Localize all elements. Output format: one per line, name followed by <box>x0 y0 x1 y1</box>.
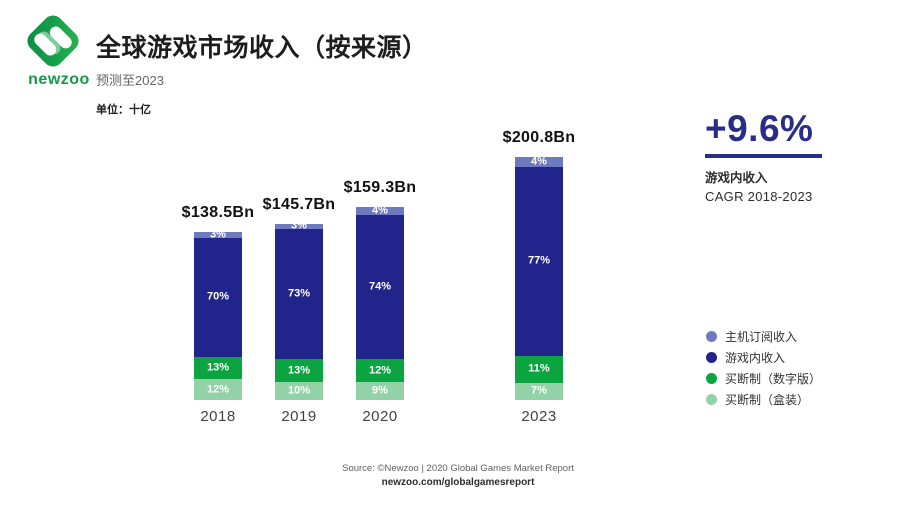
source-footer: Source: ©Newzoo | 2020 Global Games Mark… <box>258 463 658 488</box>
bar-2019: 3% 73% 13% 10% <box>275 219 323 400</box>
bar-segment: 73% <box>275 229 323 359</box>
segment-percent-label: 13% <box>206 361 230 374</box>
bar-segment: 13% <box>194 357 242 380</box>
segment-percent-label: 12% <box>206 383 230 396</box>
segment-percent-label: 13% <box>287 364 311 377</box>
bar-segment: 4% <box>515 155 563 168</box>
bar-segment: 3% <box>275 219 323 232</box>
bar-2018: 3% 70% 13% 12% <box>194 228 242 400</box>
bar-segment: 70% <box>194 237 242 358</box>
bar-total-label: $145.7Bn <box>262 195 336 213</box>
segment-percent-label: 3% <box>291 219 307 232</box>
bar-segment: 3% <box>194 228 242 241</box>
bar-segment: 7% <box>515 382 563 400</box>
legend-label: 买断制（数字版） <box>725 372 822 386</box>
cagr-underline <box>705 154 822 158</box>
bar-total-label: $159.3Bn <box>343 179 417 197</box>
segment-percent-label: 3% <box>210 228 226 241</box>
legend-item: 主机订阅收入 <box>706 326 821 347</box>
bar-segment: 13% <box>275 359 323 383</box>
bar-segment: 12% <box>356 359 404 383</box>
legend-dot-icon <box>706 352 717 363</box>
source-attribution: Source: ©Newzoo | 2020 Global Games Mark… <box>342 463 574 474</box>
legend-label: 买断制（盒装） <box>725 393 810 407</box>
cagr-stat: +9.6% 游戏内收入 CAGR 2018-2023 <box>705 108 875 204</box>
bar-segment: 11% <box>515 355 563 383</box>
bar-2020: 4% 74% 12% 9% <box>356 204 404 400</box>
bar-segment: 77% <box>515 166 563 356</box>
bar-segment: 74% <box>356 215 404 360</box>
bar-segment: 4% <box>356 204 404 217</box>
header-titles: 全球游戏市场收入（按来源） 预测至2023 单位：十亿 <box>96 28 428 117</box>
cagr-caption-line2: CAGR 2018-2023 <box>705 189 813 204</box>
stacked-bar-chart: 3% 70% 13% 12% $138.5Bn 2018 3% 73% 13% 10% $145.7… <box>181 129 576 425</box>
segment-percent-label: 9% <box>372 384 388 397</box>
x-axis-label: 2019 <box>281 408 317 425</box>
segment-percent-label: 10% <box>287 384 311 397</box>
legend-dot-icon <box>706 331 717 342</box>
cagr-caption-line1: 游戏内收入 <box>705 171 768 185</box>
segment-percent-label: 74% <box>368 280 392 293</box>
bar-segment: 12% <box>194 379 242 400</box>
x-axis-label: 2023 <box>521 408 557 425</box>
legend-dot-icon <box>706 373 717 384</box>
segment-percent-label: 4% <box>531 155 547 168</box>
bar-segment: 9% <box>356 382 404 400</box>
legend-item: 买断制（盒装） <box>706 389 821 410</box>
legend-dot-icon <box>706 394 717 405</box>
chart-legend: 主机订阅收入 游戏内收入买断制（数字版） 买断制（盒装） <box>706 326 821 410</box>
newzoo-wordmark: newzoo <box>28 71 90 88</box>
x-axis-label: 2020 <box>362 408 398 425</box>
bar-2023: 4% 77% 11% 7% <box>515 155 563 400</box>
bar-total-label: $138.5Bn <box>181 204 255 222</box>
newzoo-logo: newzoo <box>23 11 94 94</box>
page-subtitle: 预测至2023 <box>96 73 164 88</box>
segment-percent-label: 77% <box>527 254 551 267</box>
legend-item: 游戏内收入 <box>706 347 821 368</box>
bar-segment: 10% <box>275 382 323 400</box>
segment-percent-label: 70% <box>206 290 230 303</box>
legend-label: 主机订阅收入 <box>725 330 798 344</box>
segment-percent-label: 11% <box>528 362 550 375</box>
unit-label: 单位：十亿 <box>96 104 151 116</box>
page-title: 全球游戏市场收入（按来源） <box>96 34 428 62</box>
segment-percent-label: 73% <box>287 287 311 300</box>
segment-percent-label: 4% <box>372 204 388 217</box>
segment-percent-label: 12% <box>368 364 392 377</box>
legend-label: 游戏内收入 <box>725 351 786 365</box>
cagr-value: +9.6% <box>705 108 814 149</box>
legend-item: 买断制（数字版） <box>706 368 821 389</box>
x-axis-label: 2018 <box>200 408 236 425</box>
bar-total-label: $200.8Bn <box>502 129 576 147</box>
segment-percent-label: 7% <box>531 384 547 397</box>
source-url: newzoo.com/globalgamesreport <box>381 477 535 488</box>
